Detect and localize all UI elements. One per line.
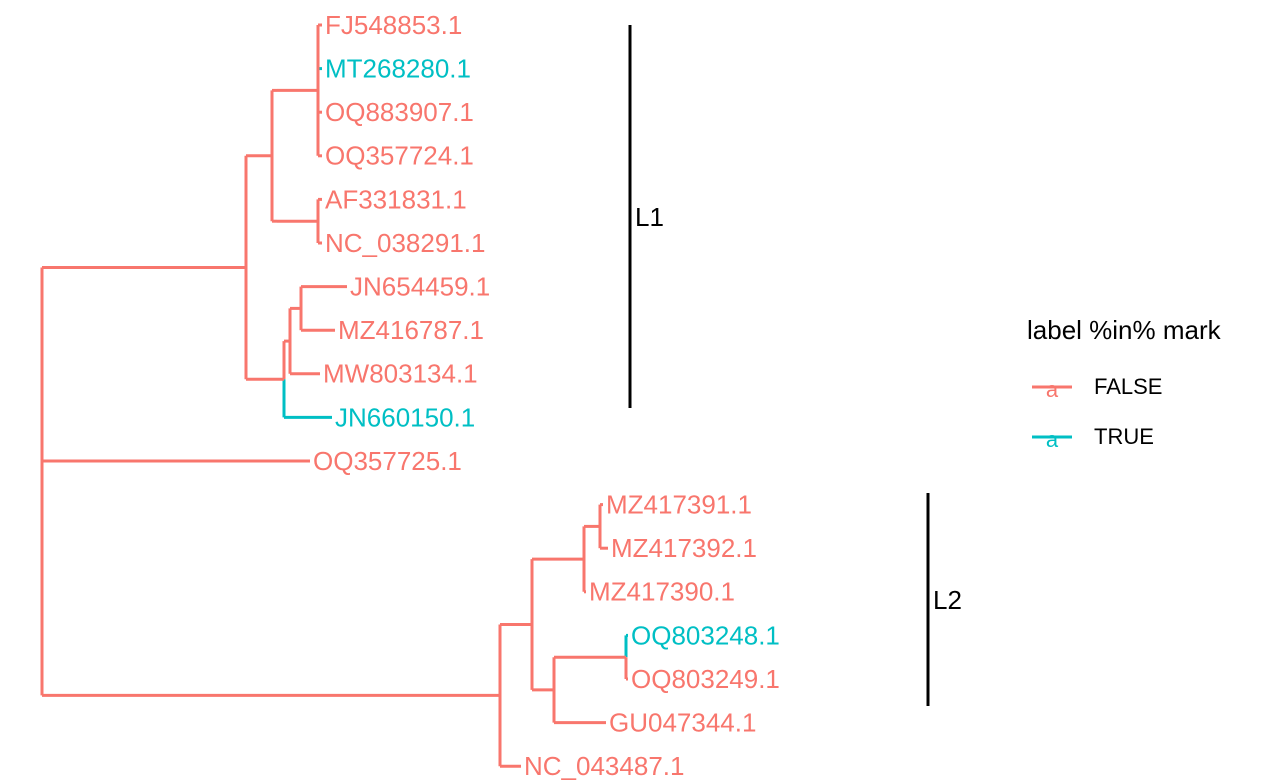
tip-label: MT268280.1 xyxy=(325,53,471,83)
legend-key-false-glyph: a xyxy=(1046,377,1059,402)
tip-label: OQ883907.1 xyxy=(325,97,474,127)
tip-label: OQ357724.1 xyxy=(325,141,474,171)
clade-label-l2: L2 xyxy=(933,585,962,615)
legend-label-true: TRUE xyxy=(1094,424,1154,449)
tip-label: OQ357725.1 xyxy=(313,446,462,476)
tip-label: AF331831.1 xyxy=(325,184,467,214)
tip-label: OQ803248.1 xyxy=(631,620,780,650)
legend: label %in% mark a FALSE a TRUE xyxy=(1027,315,1222,452)
tip-label: MZ417391.1 xyxy=(606,489,752,519)
tip-label: OQ803249.1 xyxy=(631,664,780,694)
legend-entry-false: a FALSE xyxy=(1032,374,1162,402)
tree-branches xyxy=(40,23,628,768)
tip-label: FJ548853.1 xyxy=(325,10,462,40)
tip-label: MZ417390.1 xyxy=(589,577,735,607)
clade-label-l1: L1 xyxy=(635,202,664,232)
legend-title: label %in% mark xyxy=(1027,315,1222,345)
tip-label: GU047344.1 xyxy=(609,707,756,737)
tip-label: MZ416787.1 xyxy=(338,315,484,345)
tip-label: NC_038291.1 xyxy=(325,228,485,258)
tip-labels: FJ548853.1 MT268280.1 OQ883907.1 OQ357724.1… xyxy=(313,10,780,781)
legend-label-false: FALSE xyxy=(1094,374,1162,399)
tip-label: MW803134.1 xyxy=(323,359,478,389)
legend-key-true-glyph: a xyxy=(1046,427,1059,452)
legend-entry-true: a TRUE xyxy=(1032,424,1154,452)
tip-label: MZ417392.1 xyxy=(611,533,757,563)
clade-annotations: L1 L2 xyxy=(628,25,962,706)
tip-label: JN660150.1 xyxy=(335,402,475,432)
tip-label: NC_043487.1 xyxy=(524,751,684,781)
tip-label: JN654459.1 xyxy=(350,271,490,301)
